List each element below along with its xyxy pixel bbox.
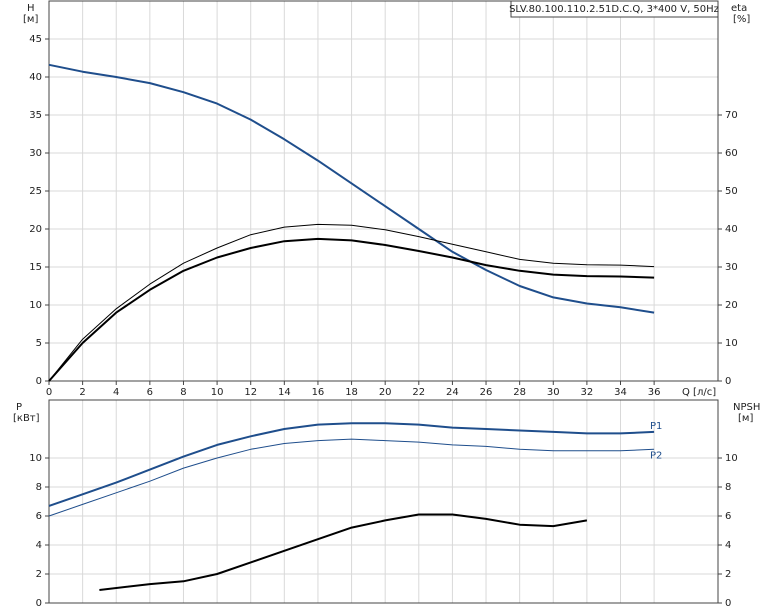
- y2-tick-label: 0: [725, 376, 731, 387]
- x-tick-label: 0: [46, 387, 52, 398]
- y2-tick-label: 20: [725, 300, 738, 311]
- y-tick-label: 5: [36, 338, 42, 349]
- y-tick-label: 45: [29, 34, 42, 45]
- y2-tick-label: 50: [725, 186, 738, 197]
- y-tick-label: 2: [36, 569, 42, 580]
- x-tick-label: 4: [113, 387, 119, 398]
- y-tick-label: 15: [29, 262, 42, 273]
- x-tick-label: 6: [147, 387, 153, 398]
- x-tick-label: 12: [244, 387, 257, 398]
- y2-axis-unit: [%]: [733, 14, 750, 25]
- x-tick-label: 16: [312, 387, 325, 398]
- y-tick-label: 0: [36, 598, 42, 609]
- y2-tick-label: 30: [725, 262, 738, 273]
- y2-tick-label: 60: [725, 148, 738, 159]
- y-tick-label: 4: [36, 540, 42, 551]
- y2-axis-label: NPSH: [733, 402, 760, 413]
- y2-axis-unit: [м]: [738, 413, 753, 424]
- y2-tick-label: 40: [725, 224, 738, 235]
- curve: [48, 438, 655, 517]
- x-tick-label: 2: [79, 387, 85, 398]
- series-label: P2: [650, 450, 662, 461]
- x-tick-label: 28: [513, 387, 526, 398]
- title-box: [510, 0, 719, 18]
- x-tick-label: 24: [446, 387, 459, 398]
- y-tick-label: 6: [36, 511, 42, 522]
- x-tick-label: 26: [480, 387, 493, 398]
- y-axis-unit: [кВт]: [13, 413, 40, 424]
- y2-tick-label: 10: [725, 453, 738, 464]
- y-tick-label: 10: [29, 300, 42, 311]
- curve: [48, 223, 655, 382]
- chart-title: SLV.80.100.110.2.51D.C.Q, 3*400 V, 50Hz: [509, 4, 719, 15]
- y-tick-label: 30: [29, 148, 42, 159]
- y-tick-label: 40: [29, 72, 42, 83]
- y2-tick-label: 4: [725, 540, 731, 551]
- y2-tick-label: 10: [725, 338, 738, 349]
- y-tick-label: 20: [29, 224, 42, 235]
- x-tick-label: 10: [211, 387, 224, 398]
- x-tick-label: 32: [581, 387, 594, 398]
- curve: [48, 237, 655, 382]
- y-tick-label: 8: [36, 482, 42, 493]
- y2-tick-label: 2: [725, 569, 731, 580]
- curve: [48, 63, 655, 314]
- y2-tick-label: 6: [725, 511, 731, 522]
- x-tick-label: 22: [412, 387, 425, 398]
- y2-tick-label: 0: [725, 598, 731, 609]
- y2-axis-label: eta: [731, 3, 747, 14]
- y-axis-label: H: [27, 3, 35, 14]
- x-tick-label: 20: [379, 387, 392, 398]
- x-tick-label: 18: [345, 387, 358, 398]
- plot-frame: [48, 0, 719, 382]
- x-tick-label: 14: [278, 387, 291, 398]
- curve: [99, 513, 588, 591]
- x-tick-label: 34: [614, 387, 627, 398]
- x-tick-label: 36: [648, 387, 661, 398]
- y-tick-label: 10: [29, 453, 42, 464]
- x-tick-label: 8: [180, 387, 186, 398]
- y-tick-label: 25: [29, 186, 42, 197]
- x-tick-label: 30: [547, 387, 560, 398]
- y-tick-label: 0: [36, 376, 42, 387]
- y-axis-unit: [м]: [23, 14, 38, 25]
- x-axis-label: Q [л/с]: [682, 387, 716, 398]
- y2-tick-label: 8: [725, 482, 731, 493]
- curve: [48, 422, 655, 507]
- series-label: P1: [650, 421, 662, 432]
- y-tick-label: 35: [29, 110, 42, 121]
- plot-frame: [48, 399, 719, 604]
- y-axis-label: P: [16, 402, 22, 413]
- y2-tick-label: 70: [725, 110, 738, 121]
